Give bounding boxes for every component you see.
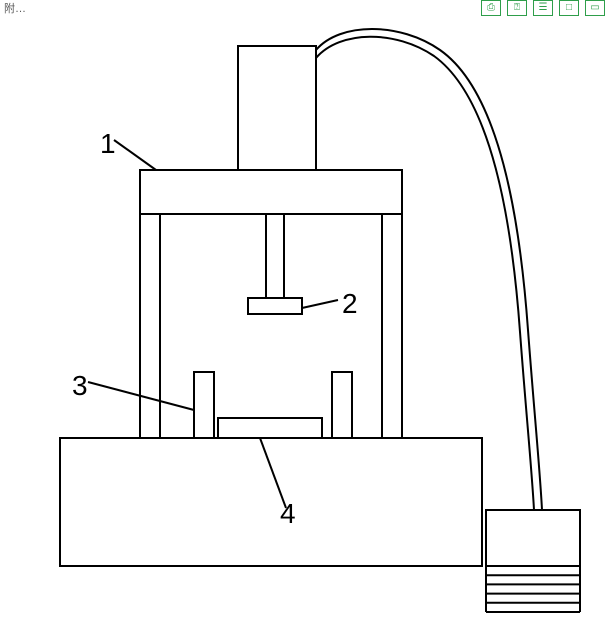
label-1: 1 (100, 128, 116, 160)
label-3: 3 (72, 370, 88, 402)
label-4: 4 (280, 498, 296, 530)
label-2: 2 (342, 288, 358, 320)
diagram (0, 0, 611, 627)
